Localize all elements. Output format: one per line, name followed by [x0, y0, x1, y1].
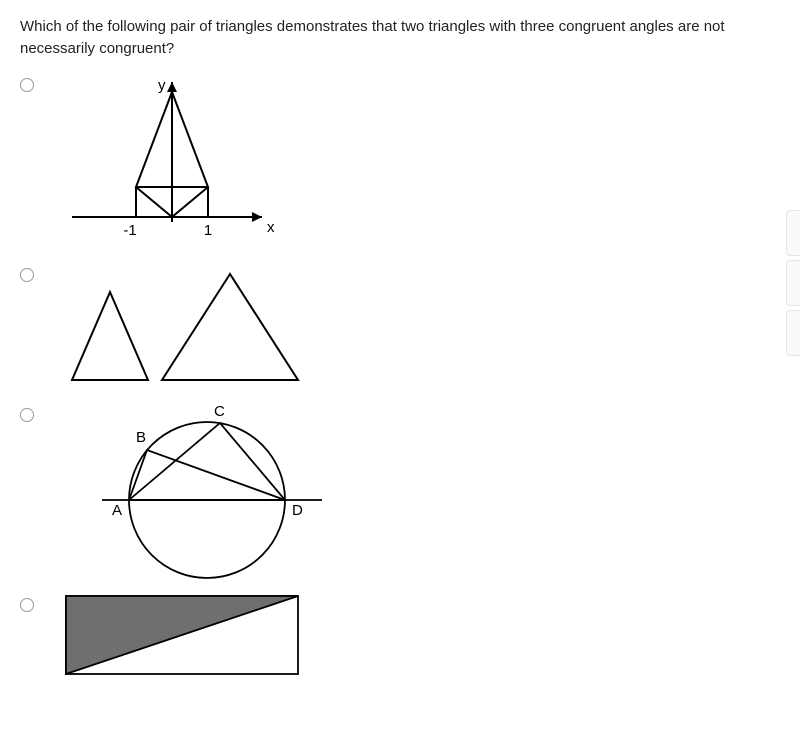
radio-d[interactable]	[20, 598, 34, 612]
radio-a[interactable]	[20, 78, 34, 92]
label-A: A	[112, 502, 122, 519]
option-d[interactable]	[20, 592, 780, 682]
side-tab-2[interactable]	[786, 260, 800, 306]
question-text: Which of the following pair of triangles…	[20, 16, 780, 60]
side-tabs	[786, 210, 800, 356]
options-list: -1 1 x y	[20, 72, 780, 682]
x-tick-neg1: -1	[123, 222, 136, 239]
label-D: D	[292, 502, 303, 519]
radio-c[interactable]	[20, 408, 34, 422]
figure-c: A B C D	[62, 402, 780, 582]
option-c[interactable]: A B C D	[20, 402, 780, 582]
x-axis-label: x	[267, 219, 275, 236]
figure-a: -1 1 x y	[62, 72, 780, 252]
label-B: B	[136, 429, 146, 446]
y-axis-label: y	[158, 77, 166, 94]
side-tab-3[interactable]	[786, 310, 800, 356]
radio-b[interactable]	[20, 268, 34, 282]
x-tick-pos1: 1	[204, 222, 212, 239]
figure-d	[62, 592, 780, 682]
side-tab-1[interactable]	[786, 210, 800, 256]
figure-b	[62, 262, 780, 392]
option-b[interactable]	[20, 262, 780, 392]
label-C: C	[214, 403, 225, 420]
option-a[interactable]: -1 1 x y	[20, 72, 780, 252]
